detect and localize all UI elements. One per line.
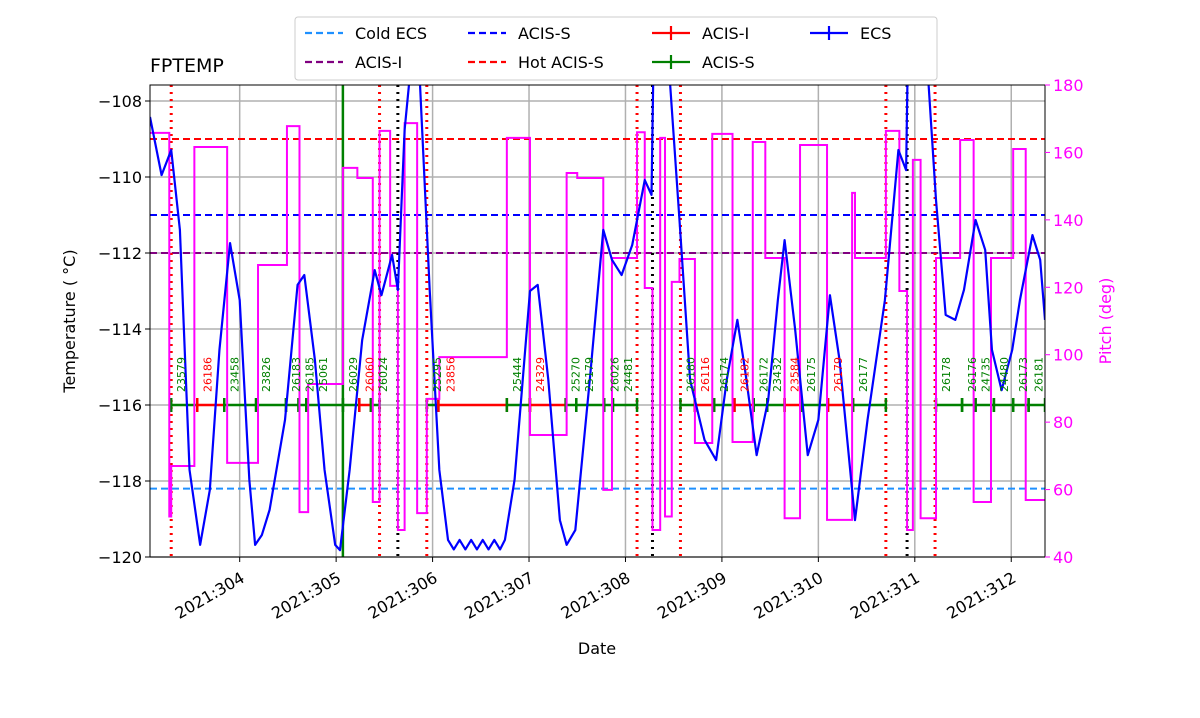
obsid-label: 26181 — [1033, 357, 1046, 392]
obsid-label: 24481 — [622, 357, 635, 392]
x-tick-label: 2021:305 — [268, 568, 344, 623]
obsid-label: 26185 — [303, 357, 316, 392]
obsid-label: 25444 — [511, 357, 524, 392]
obsid-label: 26186 — [201, 357, 214, 392]
obsid-label: 26175 — [805, 357, 818, 392]
y2-tick-label: 140 — [1053, 211, 1084, 230]
y2-tick-label: 100 — [1053, 346, 1084, 365]
obsid-label: 24735 — [980, 357, 993, 392]
obsid-label: 26024 — [377, 357, 390, 392]
obsid-label: 25061 — [317, 357, 330, 392]
x-tick-label: 2021:309 — [654, 568, 730, 623]
y-tick-label: −114 — [98, 320, 142, 339]
y2-tick-label: 40 — [1053, 548, 1073, 567]
obsid-label: 26179 — [832, 357, 845, 392]
x-axis-label: Date — [578, 639, 616, 658]
obsid-label: 24329 — [534, 357, 547, 392]
y-tick-label: −116 — [98, 396, 142, 415]
x-tick-label: 2021:312 — [943, 568, 1019, 623]
obsid-label: 25179 — [583, 357, 596, 392]
obsid-label: 24480 — [998, 357, 1011, 392]
x-tick-label: 2021:310 — [750, 568, 826, 623]
y-tick-label: −120 — [98, 548, 142, 567]
x-tick-label: 2021:311 — [847, 568, 923, 623]
y-tick-label: −118 — [98, 472, 142, 491]
legend-label: ACIS-I — [702, 24, 749, 43]
plot-frame — [149, 84, 1046, 558]
obsid-label: 26060 — [363, 357, 376, 392]
chart-title: FPTEMP — [150, 55, 224, 77]
obsid-label: 26178 — [940, 357, 953, 392]
obsid-label: 23826 — [260, 357, 273, 392]
obsid-label: 25270 — [570, 357, 583, 392]
temperature-line — [150, 85, 1045, 552]
obsid-label: 26176 — [966, 357, 979, 392]
legend: Cold ECS ACIS-I ACIS-S Hot ACIS-S ACIS-I ACIS… — [294, 16, 938, 81]
obsid-label: 26183 — [290, 357, 303, 392]
legend-label: ACIS-S — [518, 24, 571, 43]
y2-tick-label: 60 — [1053, 481, 1073, 500]
legend-label: Cold ECS — [355, 24, 427, 43]
obsid-label: 23579 — [175, 357, 188, 392]
y2-tick-label: 160 — [1053, 143, 1084, 162]
obsid-label: 26173 — [1017, 357, 1030, 392]
y2-tick-label: 120 — [1053, 278, 1084, 297]
x-tick-label: 2021:306 — [365, 568, 441, 623]
y2-tick-label: 80 — [1053, 413, 1073, 432]
plot-area — [150, 85, 1045, 557]
obsid-label: 23432 — [771, 357, 784, 392]
y-tick-label: −110 — [98, 168, 142, 187]
legend-label: Hot ACIS-S — [518, 53, 604, 72]
y-axis-label: Temperature ( °C) — [60, 249, 79, 393]
obsid-label: 23584 — [789, 357, 802, 392]
y2-tick-label: 180 — [1053, 76, 1084, 95]
legend-label: ACIS-I — [355, 53, 402, 72]
y-tick-label: −112 — [98, 244, 142, 263]
x-tick-label: 2021:304 — [172, 568, 248, 623]
obsid-label: 26174 — [718, 357, 731, 392]
obsid-label: 26172 — [758, 357, 771, 392]
obsid-label: 26116 — [699, 357, 712, 392]
obsid-label: 25295 — [431, 357, 444, 392]
grid — [150, 85, 1045, 558]
obsid-label: 23458 — [228, 357, 241, 392]
obsid-label: 23856 — [444, 357, 457, 392]
obsid-label: 26026 — [608, 357, 621, 392]
legend-box — [294, 16, 938, 81]
legend-label: ACIS-S — [702, 53, 755, 72]
x-tick-label: 2021:307 — [461, 568, 537, 623]
legend-label: ECS — [860, 24, 891, 43]
y2-axis-label: Pitch (deg) — [1096, 278, 1115, 365]
obsid-label: 26182 — [738, 357, 751, 392]
obsid-label: 26177 — [857, 357, 870, 392]
obsid-label: 26180 — [684, 357, 697, 392]
x-tick-label: 2021:308 — [558, 568, 634, 623]
pitch-line — [150, 122, 1045, 532]
obsid-labels: 23579 26186 23458 23826 26183 26185 25061 26029… — [175, 357, 1045, 392]
y-tick-label: −108 — [98, 92, 142, 111]
obsid-label: 26029 — [347, 357, 360, 392]
